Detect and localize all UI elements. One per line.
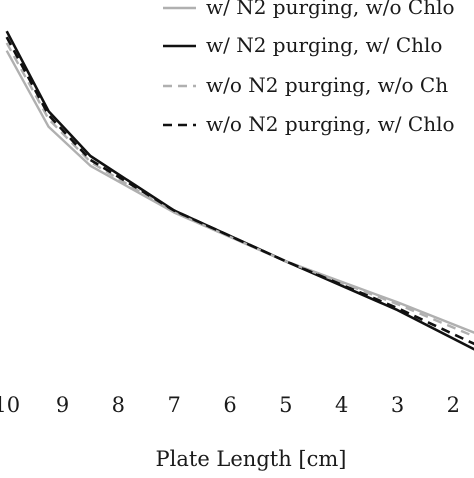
- legend: w/ N2 purging, w/o Chlo w/ N2 purging, w/…: [163, 0, 455, 136]
- series-layer: [5, 30, 474, 351]
- x-axis-ticks: 10 9 8 7 6 5 4 3 2: [0, 393, 460, 417]
- x-tick-label: 9: [56, 393, 69, 417]
- x-tick-label: 3: [391, 393, 404, 417]
- series-line-4: [5, 36, 474, 346]
- legend-item: w/ N2 purging, w/ Chlo: [163, 33, 442, 57]
- x-tick-label: 2: [447, 393, 460, 417]
- x-tick-label: 8: [112, 393, 125, 417]
- legend-label: w/o N2 purging, w/o Ch: [206, 73, 448, 97]
- x-tick-label: 6: [223, 393, 236, 417]
- legend-label: w/ N2 purging, w/o Chlo: [206, 0, 455, 19]
- legend-item: w/ N2 purging, w/o Chlo: [163, 0, 455, 19]
- x-tick-label: 5: [279, 393, 292, 417]
- legend-item: w/o N2 purging, w/ Chlo: [163, 112, 455, 136]
- legend-label: w/ N2 purging, w/ Chlo: [206, 33, 442, 57]
- x-tick-label: 4: [335, 393, 348, 417]
- x-tick-label: 10: [0, 393, 20, 417]
- x-axis-title: Plate Length [cm]: [156, 447, 347, 471]
- legend-label: w/o N2 purging, w/ Chlo: [206, 112, 455, 136]
- series-line-3: [5, 42, 474, 338]
- x-tick-label: 7: [168, 393, 181, 417]
- legend-item: w/o N2 purging, w/o Ch: [163, 73, 448, 97]
